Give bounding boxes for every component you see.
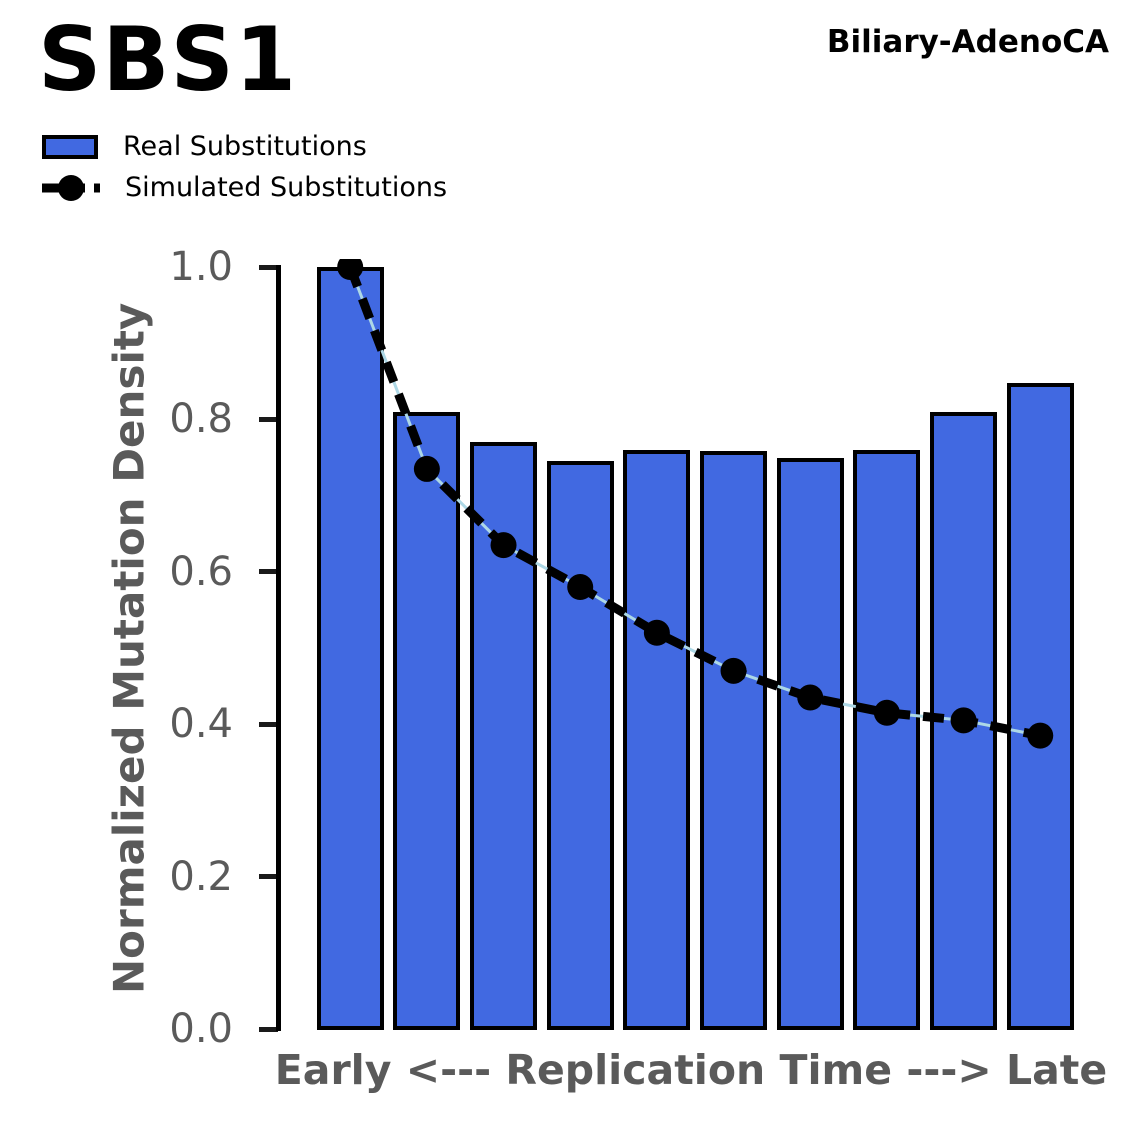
simulated-point-bin-8	[873, 699, 900, 726]
y-tick-label: 0.6	[169, 548, 233, 595]
y-tick-mark	[259, 569, 278, 575]
simulated-point-bin-2	[413, 455, 440, 482]
bar-bin-8	[853, 449, 921, 1030]
cohort-title: Biliary-AdenoCA	[826, 24, 1109, 60]
signature-title: SBS1	[38, 8, 298, 111]
bar-bin-5	[623, 449, 691, 1030]
y-tick-label: 0.0	[169, 1006, 233, 1052]
y-tick-label: 0.8	[169, 396, 233, 443]
legend-item-simulated: Simulated Substitutions	[42, 172, 447, 203]
simulated-point-bin-10	[1027, 722, 1054, 749]
bar-bin-6	[700, 451, 768, 1030]
y-tick-label: 1.0	[169, 244, 233, 290]
y-tick-mark	[259, 874, 278, 880]
simulated-point-bin-6	[720, 657, 747, 684]
legend: Real Substitutions Simulated Substitutio…	[42, 131, 447, 203]
simulated-substitutions-marker-icon	[42, 174, 100, 201]
simulated-dashed-line	[345, 265, 1042, 741]
y-tick-mark	[259, 1026, 278, 1032]
y-axis-title: Normalized Mutation Density	[104, 302, 154, 994]
bar-bin-7	[776, 457, 844, 1030]
bar-bin-4	[546, 461, 614, 1030]
y-axis-spine	[276, 265, 281, 1031]
legend-label-simulated: Simulated Substitutions	[125, 172, 448, 203]
legend-label-real: Real Substitutions	[123, 131, 367, 162]
bar-bin-2	[393, 411, 461, 1030]
simulated-point-bin-7	[797, 684, 824, 711]
plot-area	[281, 259, 1093, 1030]
x-axis-title: Early <--- Replication Time ---> Late	[274, 1046, 1108, 1094]
y-tick-mark	[259, 721, 278, 727]
bar-bin-10	[1006, 382, 1074, 1030]
simulated-point-bin-5	[643, 619, 670, 646]
y-tick-mark	[259, 264, 278, 270]
real-substitutions-swatch-icon	[42, 134, 98, 159]
simulated-point-bin-3	[490, 532, 517, 559]
simulated-point-bin-1	[337, 259, 364, 280]
y-tick-mark	[259, 416, 278, 422]
bar-bin-1	[316, 267, 384, 1030]
simulated-point-bin-9	[950, 707, 977, 734]
simulated-point-bin-4	[567, 574, 594, 601]
y-tick-label: 0.4	[169, 701, 233, 748]
simulated-line-series	[337, 259, 1054, 749]
legend-item-real: Real Substitutions	[42, 131, 447, 162]
y-tick-label: 0.2	[169, 853, 233, 900]
